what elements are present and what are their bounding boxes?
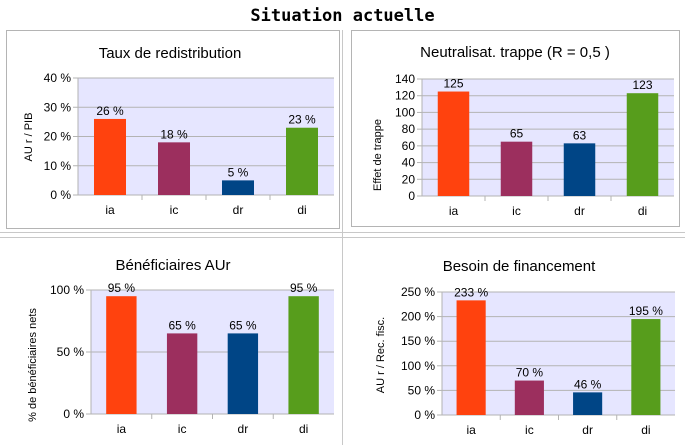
y-tick-label: 100 %	[50, 283, 84, 297]
x-tick-label: ic	[512, 204, 521, 218]
x-tick-label: di	[641, 423, 650, 437]
y-tick-label: 250 %	[401, 285, 435, 299]
y-tick-label: 30 %	[44, 100, 72, 114]
y-tick-label: 10 %	[44, 159, 72, 173]
divider-line	[342, 30, 343, 445]
bar	[563, 143, 596, 196]
bar	[456, 300, 486, 415]
x-tick-label: ic	[170, 203, 179, 217]
bar	[158, 142, 190, 195]
data-label: 26 %	[96, 104, 124, 118]
y-tick-label: 100 %	[401, 359, 435, 373]
y-axis-label: Effet de trappe	[372, 119, 384, 191]
data-label: 65 %	[168, 318, 196, 332]
y-axis-label: % de bénéficiaires nets	[27, 308, 39, 422]
x-tick-label: ia	[117, 422, 127, 436]
x-tick-label: ia	[449, 204, 459, 218]
data-label: 5 %	[228, 165, 249, 179]
data-label: 46 %	[574, 377, 602, 391]
chart-title: Neutralisat. trappe (R = 0,5 )	[420, 44, 610, 61]
data-label: 195 %	[629, 304, 663, 318]
chart-title: Bénéficiaires AUr	[115, 257, 230, 274]
x-tick-label: dr	[574, 204, 585, 218]
y-tick-label: 200 %	[401, 310, 435, 324]
chart-title: Taux de redistribution	[99, 45, 242, 62]
x-tick-label: di	[297, 203, 306, 217]
data-label: 63	[573, 128, 587, 142]
x-tick-label: ia	[105, 203, 115, 217]
x-tick-label: dr	[238, 422, 249, 436]
y-tick-label: 20	[402, 172, 416, 186]
bar	[500, 141, 533, 196]
y-axis-label: AU r / PIB	[23, 113, 35, 162]
bar	[631, 319, 661, 415]
data-label: 125	[443, 77, 463, 91]
data-label: 95 %	[108, 281, 136, 295]
data-label: 18 %	[160, 127, 188, 141]
y-tick-label: 20 %	[44, 130, 72, 144]
y-tick-label: 0 %	[63, 407, 84, 421]
y-tick-label: 0 %	[414, 408, 435, 422]
data-label: 95 %	[290, 281, 318, 295]
bar	[286, 127, 318, 195]
bar	[288, 296, 319, 414]
y-tick-label: 140	[395, 72, 415, 86]
bar	[94, 118, 126, 195]
bar	[573, 392, 603, 415]
page-title: Situation actuelle	[250, 6, 435, 26]
y-tick-label: 100	[395, 105, 415, 119]
x-tick-label: ia	[466, 423, 476, 437]
chart-title: Besoin de financement	[443, 258, 596, 275]
bar	[626, 93, 659, 196]
y-tick-label: 50 %	[57, 345, 85, 359]
x-tick-label: di	[299, 422, 308, 436]
data-label: 233 %	[454, 285, 488, 299]
data-label: 70 %	[516, 366, 544, 380]
y-axis-label: AU r / Rec. fisc.	[375, 317, 387, 393]
y-tick-label: 120	[395, 89, 415, 103]
bar	[437, 91, 470, 196]
bar	[514, 380, 544, 415]
data-label: 65	[510, 127, 524, 141]
x-tick-label: di	[638, 204, 647, 218]
data-label: 23 %	[288, 113, 316, 127]
y-tick-label: 150 %	[401, 334, 435, 348]
x-tick-label: ic	[178, 422, 187, 436]
y-tick-label: 50 %	[408, 383, 436, 397]
x-tick-label: dr	[233, 203, 244, 217]
data-label: 65 %	[229, 318, 257, 332]
y-tick-label: 60	[402, 139, 416, 153]
data-label: 123	[632, 78, 652, 92]
y-tick-label: 0	[408, 189, 415, 203]
y-tick-label: 0 %	[50, 188, 71, 202]
bar	[106, 296, 137, 414]
x-tick-label: dr	[582, 423, 593, 437]
bar	[227, 333, 259, 414]
y-tick-label: 80	[402, 122, 416, 136]
y-tick-label: 40	[402, 156, 416, 170]
bar	[166, 333, 198, 414]
y-tick-label: 40 %	[44, 71, 72, 85]
x-tick-label: ic	[525, 423, 534, 437]
bar	[222, 180, 254, 195]
